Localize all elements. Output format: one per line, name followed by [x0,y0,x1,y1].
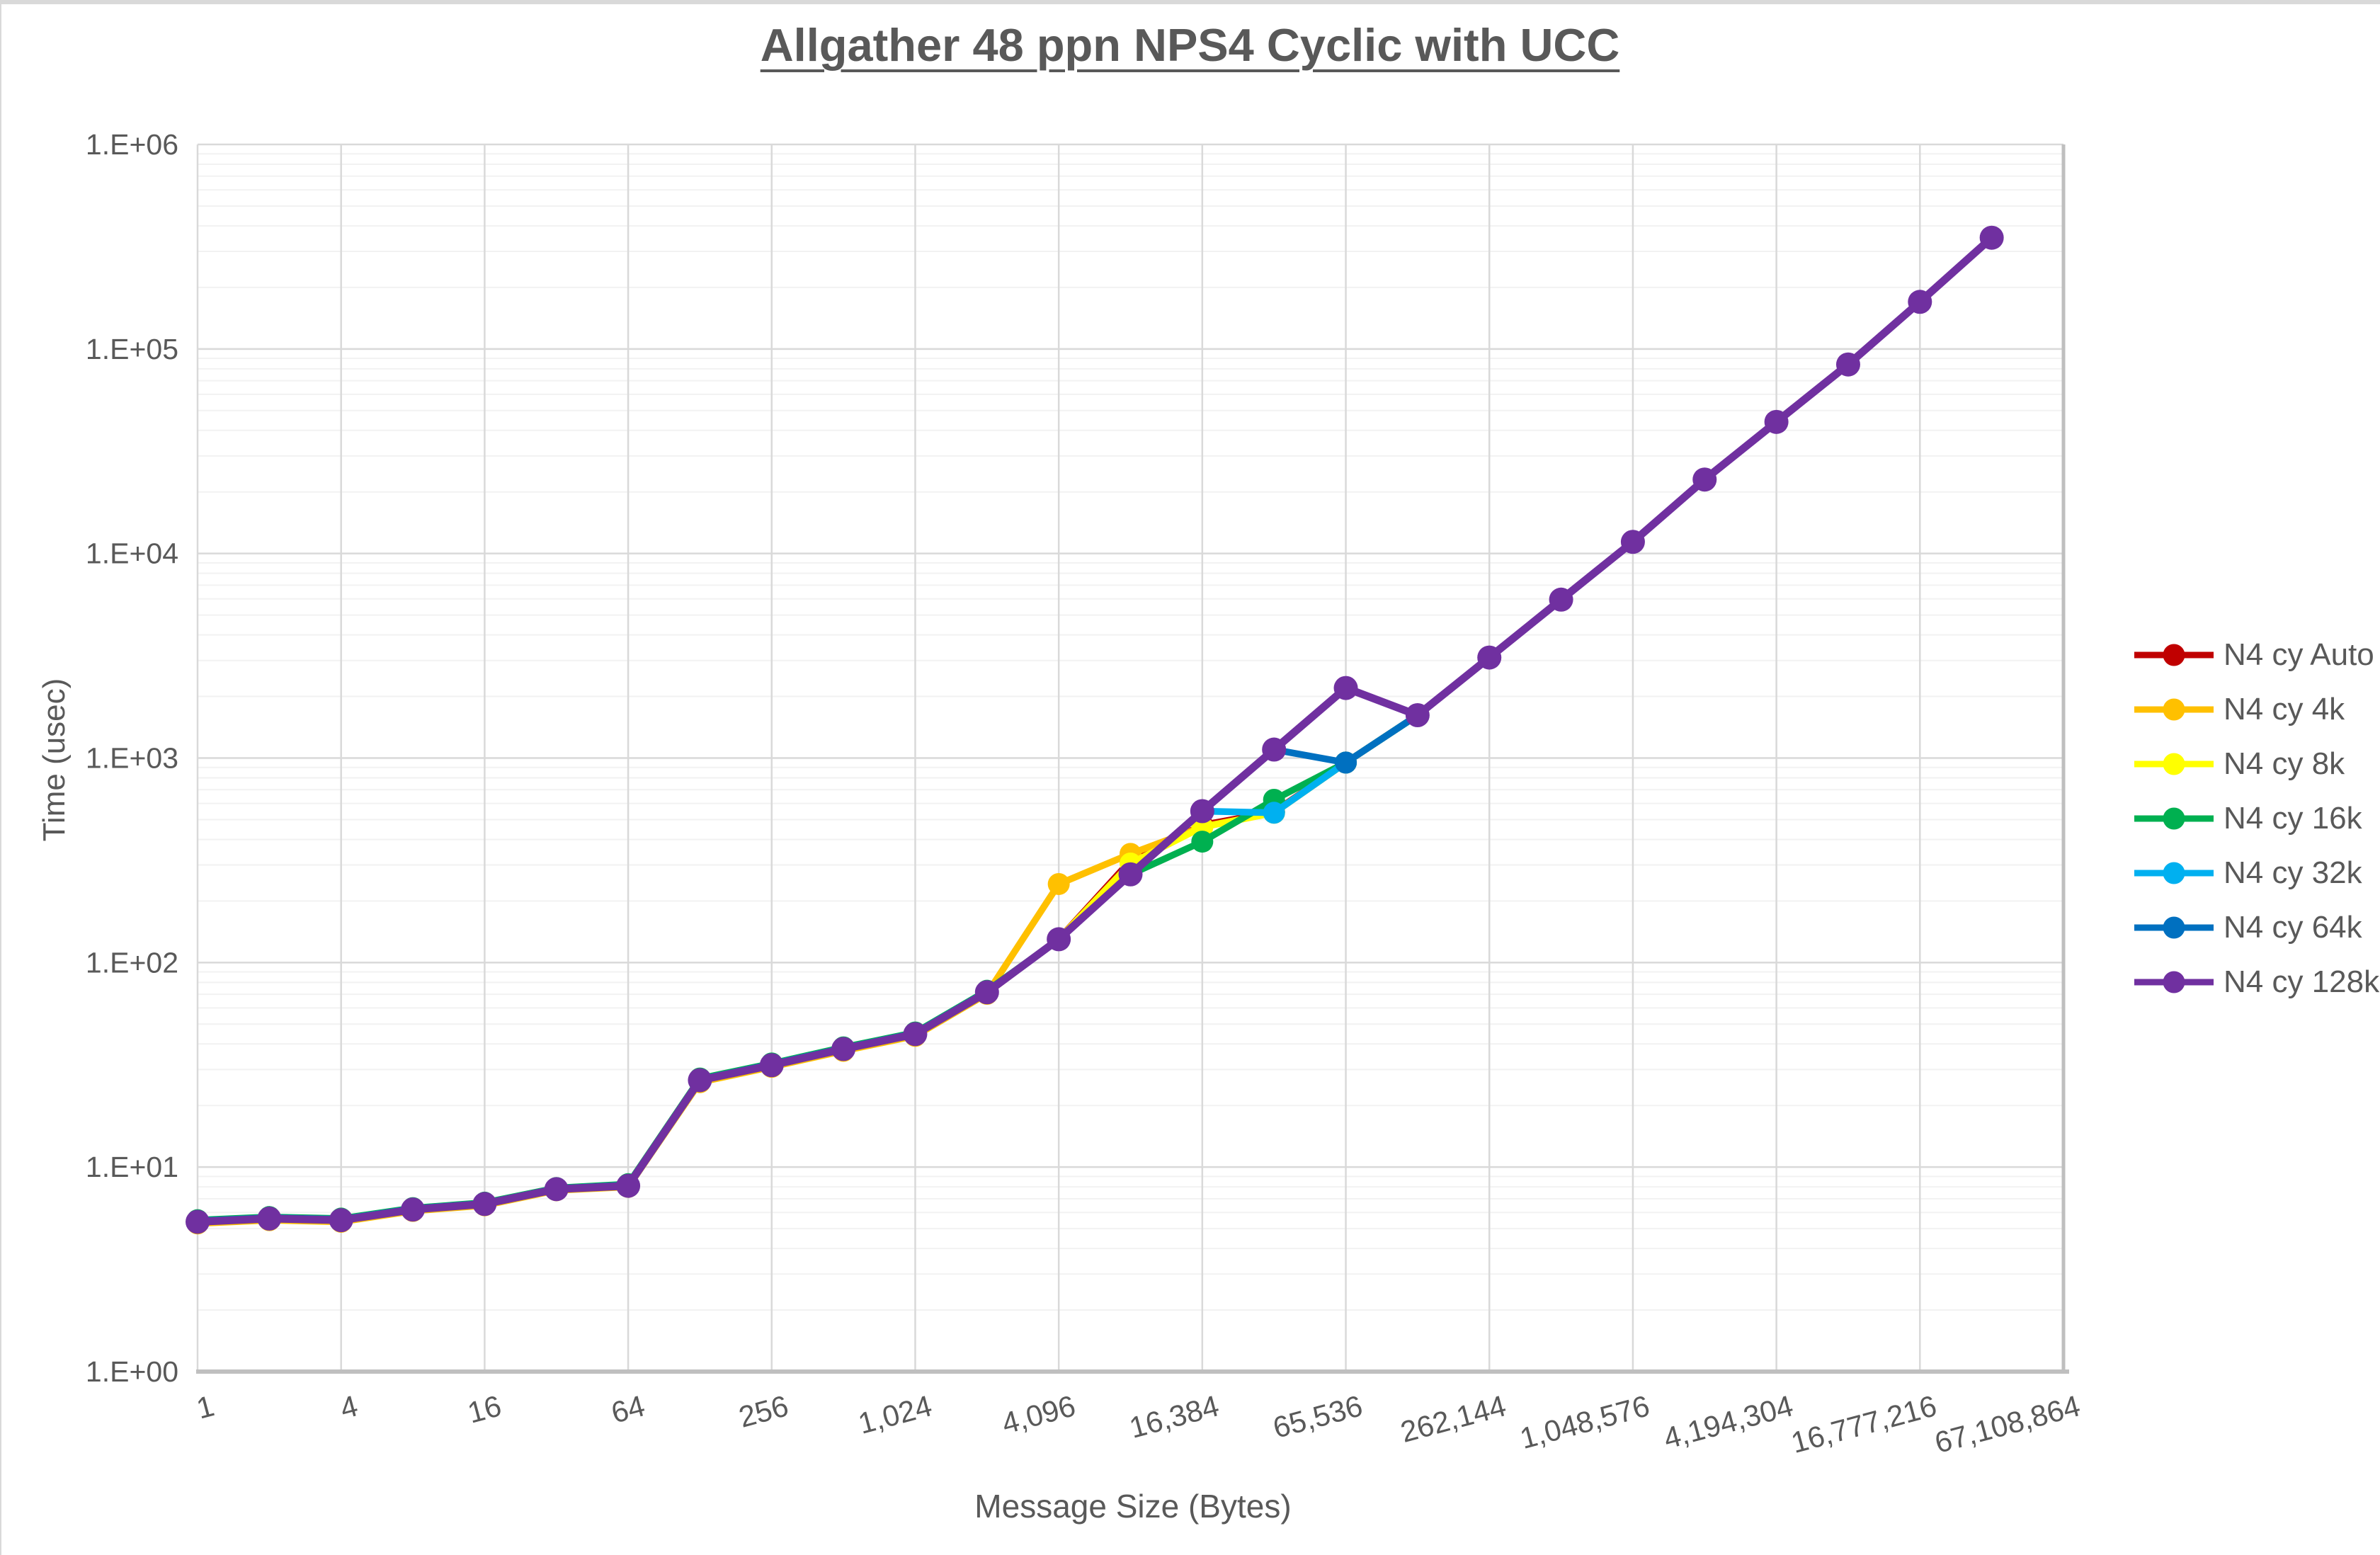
legend-item-n4-cy-4k: N4 cy 4k [2133,692,2379,727]
legend-label: N4 cy 16k [2224,801,2362,836]
series-n4-cy-auto [186,227,2003,1234]
legend-marker [2134,916,2214,939]
y-tick-label: 1.E+00 [86,1355,178,1388]
data-point-marker [1047,872,1070,895]
data-point-marker [759,1053,784,1078]
series-line [194,234,1995,1225]
y-axis-title: Time (usec) [37,678,72,842]
data-point-marker [1692,467,1717,492]
data-point-marker [1908,290,1932,314]
data-point-marker [544,1177,569,1202]
series-n4-cy-16k [186,227,2003,1231]
x-tick-label: 4,096 [998,1389,1079,1440]
legend-item-n4-cy-8k: N4 cy 8k [2133,746,2379,781]
data-point-marker [401,1197,426,1222]
data-point-marker [1835,352,1860,377]
legend-marker [2134,971,2214,993]
legend-item-n4-cy-128k: N4 cy 128k [2133,964,2379,999]
x-tick-label: 4 [336,1389,361,1425]
x-tick-label: 256 [735,1389,792,1434]
data-point-marker [1118,862,1143,887]
y-tick-label: 1.E+05 [86,333,178,365]
legend-label: N4 cy 128k [2224,964,2380,999]
series-line [194,234,1995,1226]
minor-gridlines [198,153,2063,1311]
legend-marker [2134,753,2214,775]
data-point-marker [1979,225,2004,250]
series-line [194,234,1995,1226]
x-tick-label: 64 [608,1389,648,1429]
x-tick-label: 16 [464,1389,504,1429]
data-point-marker [616,1173,641,1198]
legend-label: N4 cy 64k [2224,910,2362,945]
y-tick-label: 1.E+02 [86,946,178,979]
legend-label: N4 cy 4k [2224,692,2345,727]
legend-marker [2134,698,2214,721]
x-tick-label: 16,384 [1126,1389,1222,1445]
legend-item-n4-cy-32k: N4 cy 32k [2133,855,2379,890]
x-axis-tick-labels: 1 4 16 64 256 1,024 4,096 16,384 65,536 262,144 1,… [193,1389,2084,1459]
data-point-marker [1549,587,1573,612]
window-left-edge [0,0,1,1555]
series-n4-cy-4k [186,227,2003,1235]
legend-label: N4 cy 8k [2224,746,2345,781]
data-point-marker [1263,802,1285,824]
data-point-marker [257,1206,282,1231]
data-point-marker [1335,751,1357,774]
y-axis-tick-labels: 1.E+00 1.E+01 1.E+02 1.E+03 1.E+04 1.E+05 1.E+… [86,128,178,1388]
x-tick-label: 1 [193,1389,218,1425]
chart-title: Allgather 48 ppn NPS4 Cyclic with UCC [760,19,1620,71]
x-tick-label: 1,024 [855,1389,935,1440]
x-tick-label: 4,194,304 [1660,1389,1797,1455]
data-point-marker [1764,409,1789,434]
legend-item-n4-cy-64k: N4 cy 64k [2133,910,2379,945]
legend-marker [2134,807,2214,830]
data-point-marker [329,1208,353,1233]
series-line [194,234,1995,1227]
legend-item-n4-cy-16k: N4 cy 16k [2133,801,2379,836]
data-point-marker [831,1037,856,1061]
y-tick-label: 1.E+04 [86,537,178,570]
data-point-marker [974,980,999,1005]
series-line [194,234,1995,1225]
data-point-marker [1191,831,1214,853]
data-point-marker [688,1068,712,1093]
data-point-marker [1333,676,1358,700]
legend-label: N4 cy 32k [2224,855,2362,890]
y-tick-label: 1.E+06 [86,128,178,161]
data-point-marker [1262,737,1287,762]
x-tick-label: 1,048,576 [1517,1389,1653,1455]
x-tick-label: 65,536 [1270,1389,1366,1445]
x-tick-label: 67,108,864 [1931,1389,2083,1459]
legend-label: N4 cy Auto [2224,637,2374,672]
x-axis-title: Message Size (Bytes) [974,1488,1291,1525]
series-line [193,234,1996,1226]
series-n4-cy-128k [186,225,2004,1234]
data-point-marker [1620,530,1645,554]
data-point-marker [903,1022,928,1047]
data-point-marker [1047,927,1071,952]
series-n4-cy-8k [186,227,2003,1233]
series-n4-cy-64k [186,227,2003,1232]
legend-marker [2134,644,2214,666]
data-point-marker [472,1192,497,1217]
x-tick-label: 262,144 [1397,1389,1510,1449]
legend-item-n4-cy-auto: N4 cy Auto [2133,637,2379,672]
data-series-layer [186,225,2004,1235]
legend-marker [2134,862,2214,884]
series-n4-cy-32k [186,227,2003,1232]
x-tick-label: 16,777,216 [1787,1389,1940,1459]
y-tick-label: 1.E+03 [86,742,178,775]
window-top-edge [0,0,2380,4]
data-point-marker [1190,799,1214,824]
data-point-marker [1477,645,1502,670]
chart-legend: N4 cy Auto N4 cy 4k N4 cy 8k N4 cy 16k N4 cy… [2133,637,2379,1025]
data-point-marker [186,1209,210,1234]
data-point-marker [1405,702,1430,727]
y-tick-label: 1.E+01 [86,1151,178,1183]
series-line [194,234,1995,1224]
plot-border [196,144,2069,1374]
